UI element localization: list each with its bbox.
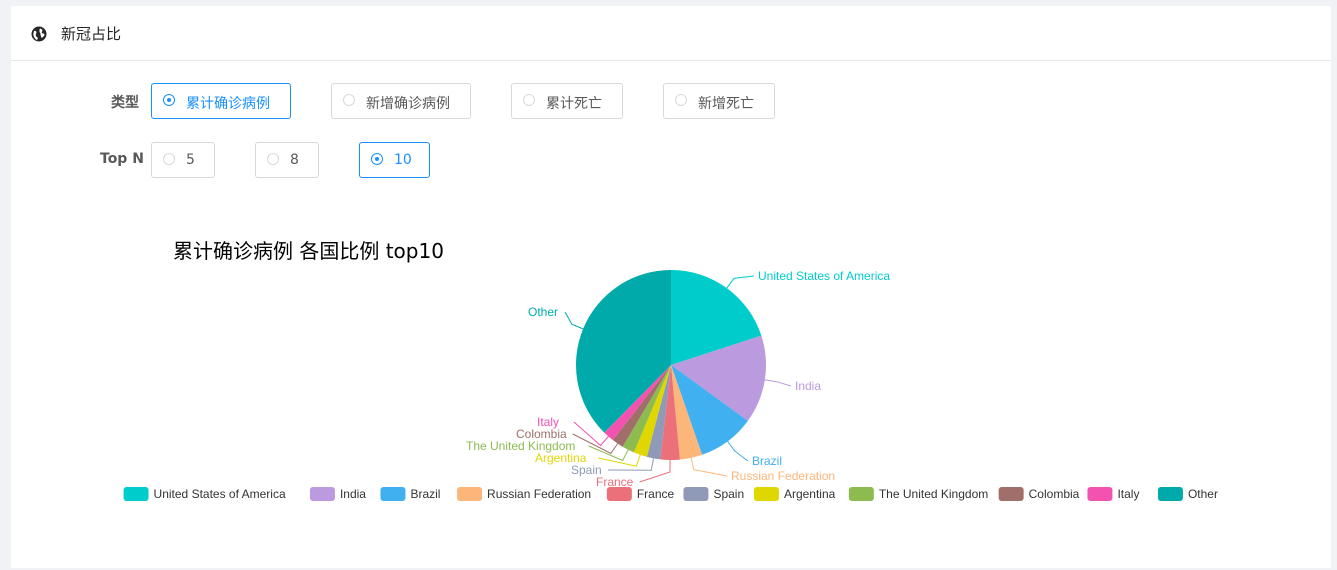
radio-dot [371, 153, 383, 165]
pie-label-other: Other [528, 305, 558, 319]
legend-swatch [606, 487, 632, 501]
pie-label-spain: Spain [571, 463, 602, 477]
topn-label: Top N [100, 151, 144, 167]
pie-slice-russian-federation[interactable] [671, 365, 703, 460]
label-line-france [639, 459, 671, 483]
radio-dot [267, 153, 279, 165]
legend-item-united-states-of-america[interactable]: United States of America [123, 487, 286, 501]
label-line-russian-federation [690, 457, 728, 477]
legend-swatch [1157, 487, 1183, 501]
pie-slice-other[interactable] [575, 269, 671, 433]
radio-label: 8 [290, 152, 299, 168]
radio-top-5[interactable]: 5 [151, 142, 215, 178]
label-line-colombia [572, 433, 619, 455]
legend-item-other[interactable]: Other [1157, 487, 1218, 501]
label-line-italy [573, 421, 609, 447]
legend-swatch [683, 487, 709, 501]
card-header: 新冠占比 [11, 6, 1331, 61]
pie-label-italy: Italy [537, 415, 559, 429]
label-line-india [764, 379, 792, 387]
legend-label: Brazil [410, 487, 440, 501]
type-label: 类型 [111, 95, 139, 111]
legend-item-russian-federation[interactable]: Russian Federation [457, 487, 591, 501]
label-line-other [564, 311, 584, 330]
radio-label: 5 [186, 152, 195, 168]
radio-top-8[interactable]: 8 [255, 142, 319, 178]
legend-swatch [309, 487, 335, 501]
legend-item-india[interactable]: India [309, 487, 366, 501]
legend-label: Spain [713, 487, 744, 501]
label-line-spain [607, 458, 654, 471]
legend-label: Colombia [1029, 487, 1080, 501]
label-line-argentina [598, 454, 641, 467]
pie-slice-colombia[interactable] [612, 365, 671, 447]
pie-slice-united-states-of-america[interactable] [671, 270, 762, 365]
radio-label: 10 [394, 152, 412, 168]
label-line-united-states-of-america [726, 275, 755, 289]
card: 新冠占比 类型 累计确诊病例 新增确诊病例 累计死亡 新增死亡 Top N 5 … [11, 6, 1331, 568]
label-line-brazil [727, 441, 749, 462]
pie-slice-the-united-kingdom[interactable] [622, 365, 671, 453]
legend-item-colombia[interactable]: Colombia [998, 487, 1080, 501]
radio-label: 新增确诊病例 [366, 96, 450, 112]
globe-icon [31, 26, 47, 42]
legend-label: United States of America [154, 487, 286, 501]
pie-slice-france[interactable] [660, 365, 680, 460]
pie-slice-india[interactable] [671, 335, 767, 421]
legend-label: Argentina [784, 487, 836, 501]
radio-new-deaths[interactable]: 新增死亡 [663, 83, 775, 119]
radio-new-cases[interactable]: 新增确诊病例 [331, 83, 471, 119]
legend-item-brazil[interactable]: Brazil [380, 487, 440, 501]
pie-label-brazil: Brazil [752, 454, 782, 468]
legend-label: France [637, 487, 675, 501]
legend-label: Other [1188, 487, 1218, 501]
radio-dot [675, 94, 687, 106]
legend-item-italy[interactable]: Italy [1087, 487, 1139, 501]
radio-dot [163, 153, 175, 165]
legend-item-spain[interactable]: Spain [683, 487, 744, 501]
radio-label: 累计确诊病例 [186, 96, 270, 112]
chart-title: 累计确诊病例 各国比例 top10 [173, 239, 444, 263]
pie-slice-brazil[interactable] [671, 365, 748, 455]
radio-top-10[interactable]: 10 [359, 142, 430, 178]
pie-label-argentina: Argentina [535, 451, 587, 465]
legend-label: Russian Federation [487, 487, 591, 501]
pie-label-france: France [596, 475, 634, 489]
legend-item-france[interactable]: France [606, 487, 675, 501]
legend-swatch [998, 487, 1024, 501]
pie-slice-argentina[interactable] [633, 365, 671, 457]
radio-dot [343, 94, 355, 106]
legend-swatch [848, 487, 874, 501]
legend-swatch [457, 487, 483, 501]
radio-dot [163, 94, 175, 106]
legend-label: The United Kingdom [879, 487, 988, 501]
legend-label: Italy [1117, 487, 1139, 501]
legend-swatch [1087, 487, 1113, 501]
pie-slice-spain[interactable] [646, 365, 671, 460]
radio-cumulative-cases[interactable]: 累计确诊病例 [151, 83, 291, 119]
radio-dot [523, 94, 535, 106]
label-line-the-united-kingdom [588, 445, 629, 462]
legend-item-argentina[interactable]: Argentina [753, 487, 836, 501]
pie-label-united-states-of-america: United States of America [758, 269, 890, 283]
pie-label-the-united-kingdom: The United Kingdom [466, 439, 575, 453]
legend-item-the-united-kingdom[interactable]: The United Kingdom [848, 487, 988, 501]
pie-label-russian-federation: Russian Federation [731, 469, 835, 483]
card-title: 新冠占比 [61, 25, 122, 43]
pie-label-colombia: Colombia [516, 427, 567, 441]
radio-cumulative-deaths[interactable]: 累计死亡 [511, 83, 623, 119]
pie-label-india: India [795, 379, 821, 393]
radio-label: 新增死亡 [698, 96, 754, 112]
legend-swatch [123, 487, 149, 501]
radio-label: 累计死亡 [546, 96, 602, 112]
legend-swatch [380, 487, 406, 501]
legend-label: India [340, 487, 366, 501]
legend-swatch [753, 487, 779, 501]
pie-slice-italy[interactable] [604, 365, 671, 441]
